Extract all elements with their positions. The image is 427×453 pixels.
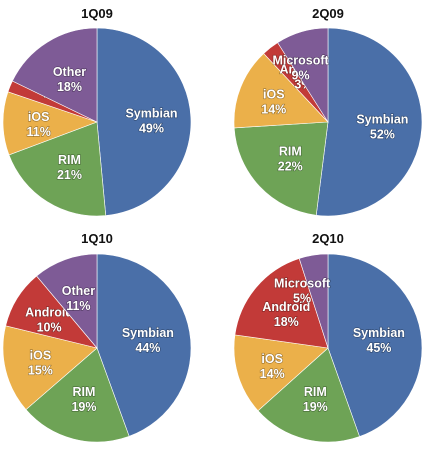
slice-name-label: RIM xyxy=(58,153,81,167)
slice-value-label: 19% xyxy=(71,400,96,414)
slice-name-label: RIM xyxy=(73,385,96,399)
slice-other xyxy=(11,27,98,123)
slice-name-label: Android xyxy=(262,300,310,314)
slice-value-label: 22% xyxy=(278,159,303,173)
slice-value-label: 14% xyxy=(261,103,286,117)
slice-value-label: 44% xyxy=(135,341,160,355)
slice-value-label: 45% xyxy=(366,341,391,355)
slice-name-label: Other xyxy=(62,284,95,298)
slice-rim xyxy=(8,121,107,217)
chart-title: 2Q10 xyxy=(312,231,344,246)
pie-chart-1q09: 1Q09Symbian49%RIM21%iOS11%Android2%Other… xyxy=(2,6,192,217)
chart-title: 1Q10 xyxy=(81,231,113,246)
chart-title: 2Q09 xyxy=(312,6,344,21)
chart-title: 1Q09 xyxy=(81,6,113,21)
slice-value-label: 5% xyxy=(293,292,311,306)
slice-android xyxy=(234,258,329,349)
slice-other xyxy=(36,253,98,349)
slice-microsoft xyxy=(298,253,329,349)
slice-ios xyxy=(2,325,98,410)
slice-symbian xyxy=(96,27,192,216)
slice-value-label: 52% xyxy=(370,127,395,141)
slice-symbian xyxy=(315,27,423,217)
slice-name-label: iOS xyxy=(261,352,283,366)
slice-value-label: 18% xyxy=(57,80,82,94)
slice-value-label: 49% xyxy=(139,122,164,136)
slice-name-label: Microsoft xyxy=(274,277,331,291)
slice-value-label: 18% xyxy=(274,315,299,329)
slice-value-label: 11% xyxy=(66,299,90,313)
slice-symbian xyxy=(96,253,192,437)
slice-value-label: 21% xyxy=(57,168,82,182)
slice-rim xyxy=(233,121,329,216)
slice-ios xyxy=(233,334,329,412)
slice-symbian xyxy=(327,253,423,437)
slice-value-label: 9% xyxy=(292,68,310,82)
slice-name-label: Symbian xyxy=(125,107,177,121)
pie-chart-2q09: 2Q09Symbian52%RIM22%iOS14%Android3%Micro… xyxy=(233,6,423,217)
slice-name-label: Symbian xyxy=(353,326,405,340)
slice-name-label: Other xyxy=(53,65,86,79)
slice-value-label: 14% xyxy=(260,367,285,381)
slice-rim xyxy=(25,347,130,443)
slice-name-label: iOS xyxy=(28,110,50,124)
slice-value-label: 10% xyxy=(37,320,62,334)
slice-name-label: iOS xyxy=(263,88,285,102)
slice-name-label: Microsoft xyxy=(272,53,329,67)
slice-name-label: Android xyxy=(25,305,73,319)
slice-value-label: 19% xyxy=(303,400,328,414)
slice-name-label: RIM xyxy=(279,144,302,158)
slice-microsoft xyxy=(277,27,329,124)
slice-ios xyxy=(233,53,329,129)
slice-value-label: 11% xyxy=(27,125,51,139)
slice-name-label: iOS xyxy=(30,349,52,363)
slice-value-label: 15% xyxy=(28,364,53,378)
slice-name-label: Symbian xyxy=(356,112,408,126)
slice-rim xyxy=(257,347,360,443)
slice-name-label: Symbian xyxy=(122,326,174,340)
slice-name-label: RIM xyxy=(304,385,327,399)
